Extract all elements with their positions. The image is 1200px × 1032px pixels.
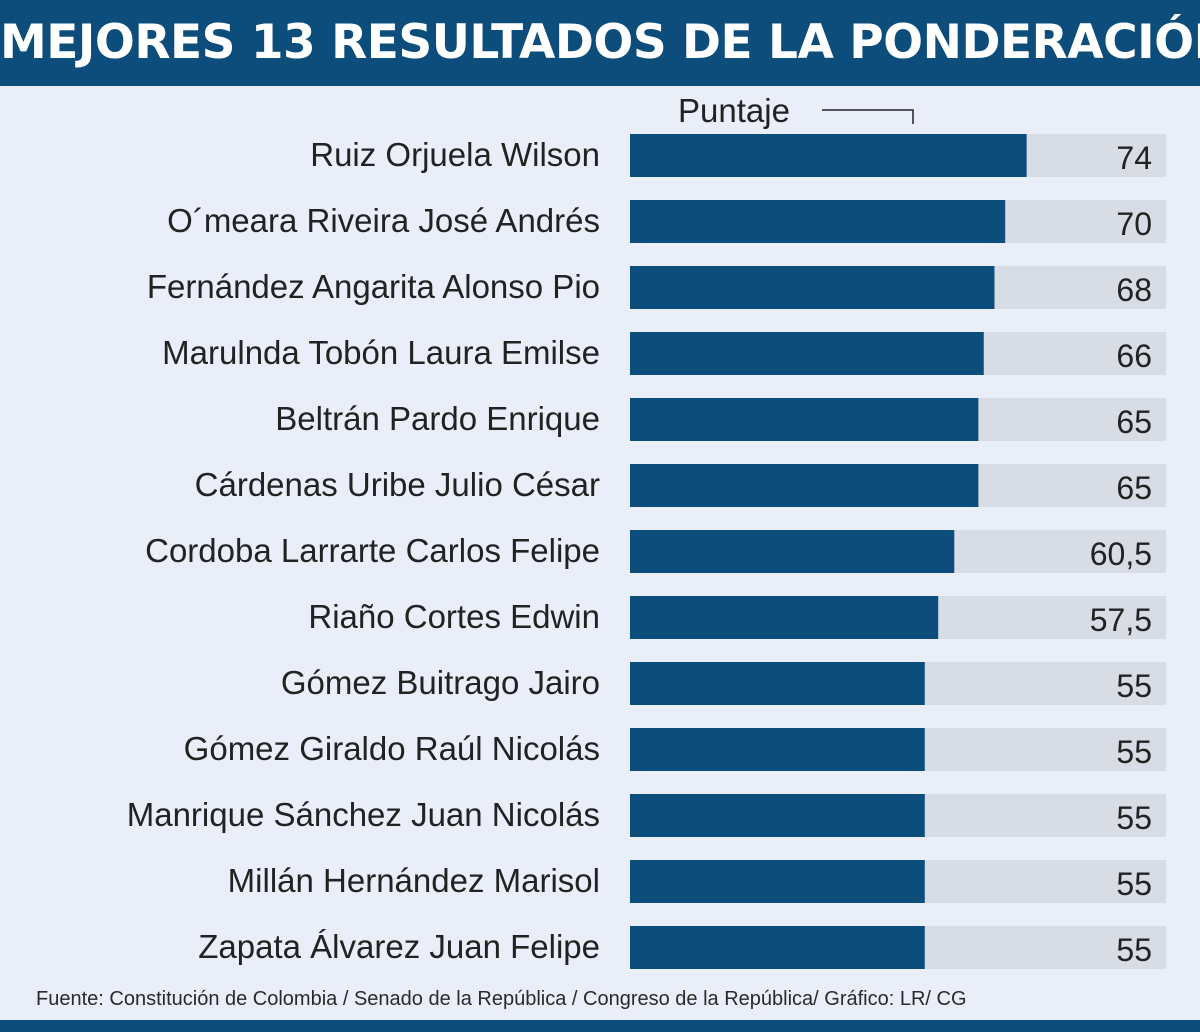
bar — [630, 860, 925, 903]
legend-label: Puntaje — [678, 92, 790, 129]
legend-leader-line — [822, 109, 914, 124]
value-label: 55 — [1116, 668, 1152, 704]
category-label: Cordoba Larrarte Carlos Felipe — [145, 532, 600, 569]
category-label: Manrique Sánchez Juan Nicolás — [127, 796, 600, 833]
value-label: 65 — [1116, 404, 1152, 440]
bar-row: Manrique Sánchez Juan Nicolás 55 — [127, 794, 1166, 837]
bar — [630, 662, 925, 705]
bar — [630, 728, 925, 771]
bar-row: Riaño Cortes Edwin 57,5 — [308, 596, 1166, 639]
bar — [630, 134, 1027, 177]
category-label: Marulnda Tobón Laura Emilse — [162, 334, 600, 371]
bar-row: Fernández Angarita Alonso Pio 68 — [147, 266, 1166, 309]
bar — [630, 332, 984, 375]
value-label: 57,5 — [1090, 602, 1152, 638]
category-label: Millán Hernández Marisol — [228, 862, 600, 899]
value-label: 55 — [1116, 734, 1152, 770]
bar-row: Marulnda Tobón Laura Emilse 66 — [162, 332, 1166, 375]
bar-row: Gómez Buitrago Jairo 55 — [281, 662, 1166, 705]
bar-chart: Puntaje Ruiz Orjuela Wilson 74 O´meara Riv… — [127, 92, 1166, 969]
bar — [630, 266, 995, 309]
value-label: 66 — [1116, 338, 1152, 374]
value-label: 65 — [1116, 470, 1152, 506]
legend: Puntaje — [678, 92, 914, 129]
value-label: 55 — [1116, 866, 1152, 902]
bar — [630, 398, 979, 441]
bar-row: Ruiz Orjuela Wilson 74 — [310, 134, 1166, 177]
bar-row: Gómez Giraldo Raúl Nicolás 55 — [184, 728, 1166, 771]
bar — [630, 596, 939, 639]
bar-row: Cordoba Larrarte Carlos Felipe 60,5 — [145, 530, 1166, 573]
value-label: 55 — [1116, 932, 1152, 968]
category-label: Riaño Cortes Edwin — [308, 598, 600, 635]
bar-row: Millán Hernández Marisol 55 — [228, 860, 1166, 903]
category-label: Gómez Giraldo Raúl Nicolás — [184, 730, 600, 767]
bar — [630, 200, 1006, 243]
source-note: Fuente: Constitución de Colombia / Senad… — [36, 988, 967, 1010]
value-label: 70 — [1116, 206, 1152, 242]
value-label: 74 — [1116, 140, 1152, 176]
bar — [630, 530, 955, 573]
category-label: O´meara Riveira José Andrés — [167, 202, 600, 239]
category-label: Fernández Angarita Alonso Pio — [147, 268, 600, 305]
bottom-rule — [0, 1020, 1200, 1032]
category-label: Gómez Buitrago Jairo — [281, 664, 600, 701]
category-label: Cárdenas Uribe Julio César — [195, 466, 600, 503]
value-label: 68 — [1116, 272, 1152, 308]
value-label: 60,5 — [1090, 536, 1152, 572]
category-label: Ruiz Orjuela Wilson — [310, 136, 600, 173]
bar — [630, 794, 925, 837]
category-label: Beltrán Pardo Enrique — [275, 400, 600, 437]
value-label: 55 — [1116, 800, 1152, 836]
bar-row: Cárdenas Uribe Julio César 65 — [195, 464, 1166, 507]
bar — [630, 464, 979, 507]
category-label: Zapata Álvarez Juan Felipe — [198, 928, 600, 965]
bar-row: O´meara Riveira José Andrés 70 — [167, 200, 1166, 243]
bar-row: Beltrán Pardo Enrique 65 — [275, 398, 1166, 441]
bar-row: Zapata Álvarez Juan Felipe 55 — [198, 926, 1166, 969]
bar — [630, 926, 925, 969]
chart-title: MEJORES 13 RESULTADOS DE LA PONDERACIÓN — [0, 0, 1200, 86]
